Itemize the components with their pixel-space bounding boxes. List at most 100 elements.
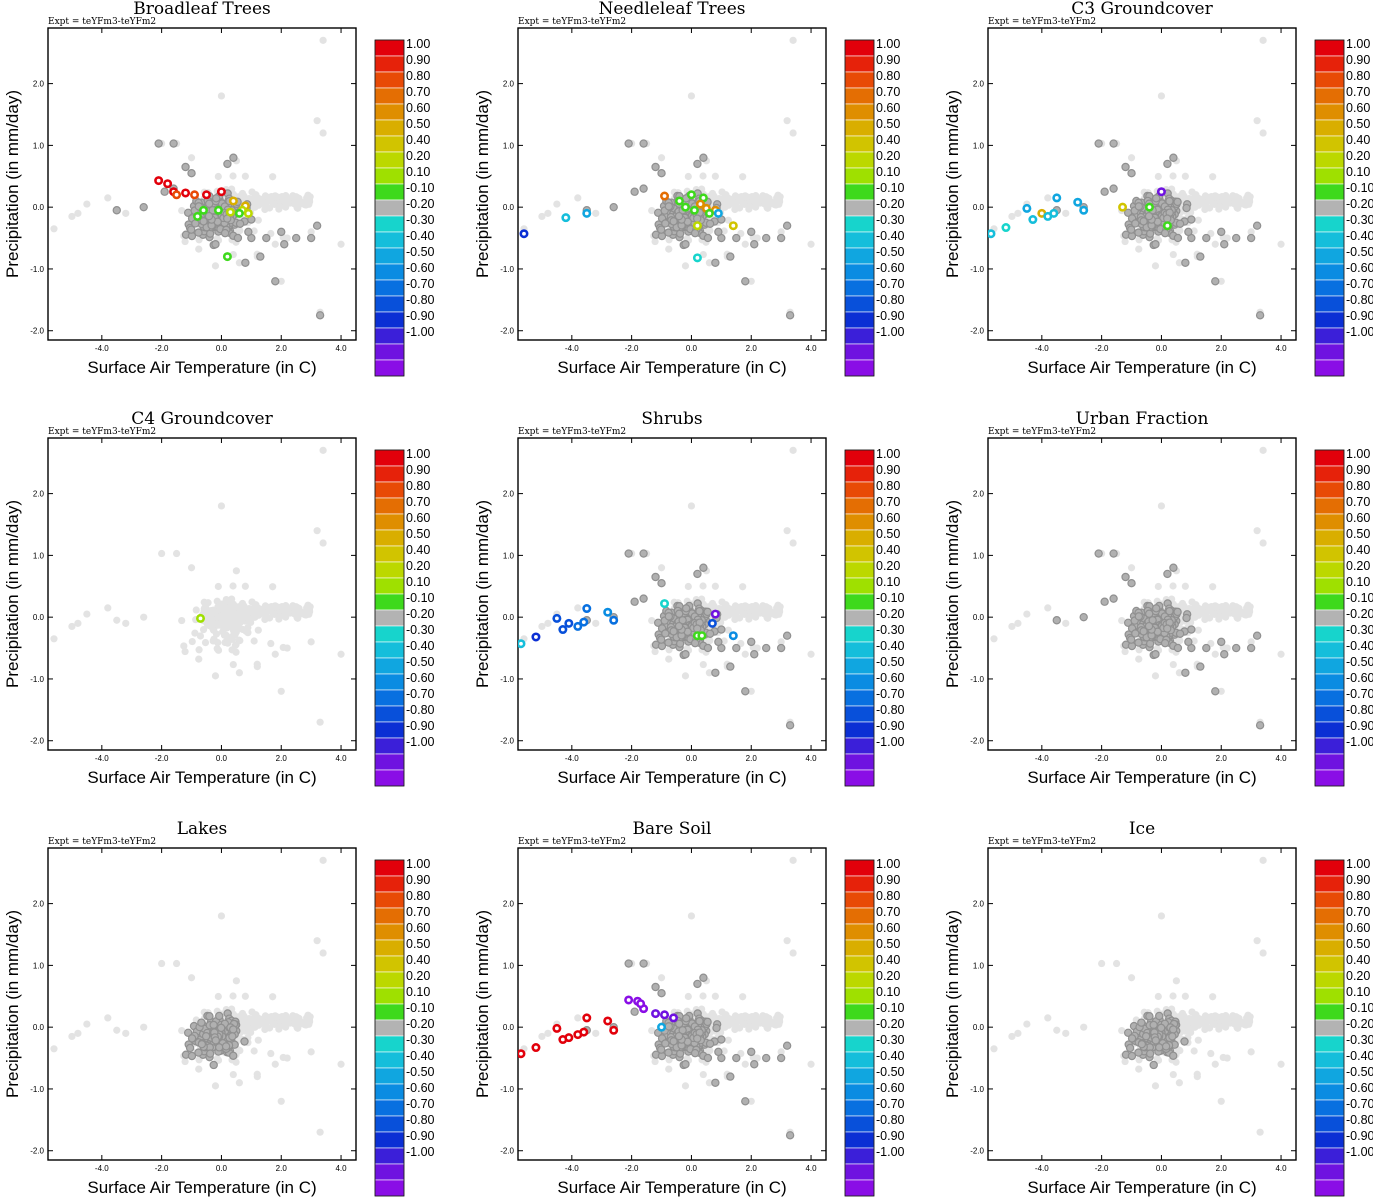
x-tick-label: 2.0 [276, 344, 288, 353]
grey-point [1202, 643, 1211, 653]
grey-point [1109, 594, 1118, 603]
grey-point [1121, 162, 1130, 172]
colorbar-swatch [1314, 327, 1345, 345]
colored-point [154, 176, 164, 186]
y-tick-label: 1.0 [33, 551, 45, 560]
grey-point [693, 159, 702, 169]
colorbar-swatch [374, 119, 405, 137]
cloud-point [178, 206, 186, 215]
cloud-point [1127, 154, 1136, 162]
cloud-point [1190, 203, 1198, 211]
colorbar-label: 0.20 [1346, 559, 1370, 573]
colorbar-swatch [844, 529, 875, 547]
colored-point [228, 196, 238, 206]
cloud-point [104, 604, 112, 612]
grey-point [1184, 637, 1193, 647]
plot-area [519, 36, 815, 320]
colorbar-label: 0.70 [876, 495, 900, 509]
colorbar-label: -0.40 [406, 639, 435, 653]
grey-point [1163, 624, 1172, 633]
cloud-point [1197, 198, 1205, 206]
cloud-point [775, 193, 783, 201]
x-tick-label: 2.0 [746, 344, 758, 353]
colorbar-label: -0.80 [876, 703, 905, 717]
expt-label: Expt = teYFm3-teYFm2 [518, 427, 626, 437]
colorbar-label: -0.60 [406, 261, 435, 275]
grey-point [1173, 607, 1182, 617]
colorbar-swatch [1314, 151, 1345, 169]
cloud-point [720, 613, 728, 621]
grey-point [1163, 214, 1172, 223]
cloud-point [544, 209, 552, 217]
cloud-point [210, 635, 218, 643]
grey-point [693, 624, 702, 633]
grey-point [782, 631, 792, 640]
y-tick-label: 2.0 [973, 490, 985, 499]
cloud-point [990, 635, 998, 643]
colored-point [689, 205, 699, 215]
grey-point [1220, 650, 1229, 659]
x-tick-label: -2.0 [625, 344, 639, 353]
grey-point [1094, 549, 1103, 558]
colored-point [674, 196, 684, 206]
grey-point [1165, 606, 1174, 616]
cloud-point [74, 1029, 82, 1037]
colored-point [564, 618, 574, 628]
grey-point [630, 187, 639, 196]
cloud-point [236, 227, 244, 235]
plot-frame [987, 27, 1297, 341]
grey-point [1175, 629, 1185, 638]
cloud-point [229, 617, 237, 625]
y-tick-label: -1.0 [970, 675, 984, 684]
colored-point [552, 613, 562, 623]
colorbar-swatch [844, 513, 875, 531]
colorbar-label: -0.80 [406, 293, 435, 307]
cloud-point [1189, 607, 1197, 615]
colorbar-label: 0.40 [406, 543, 430, 557]
cloud-point [777, 638, 785, 646]
colorbar-label: 0.10 [406, 165, 430, 179]
cloud-point [231, 641, 239, 650]
cloud-point [741, 240, 749, 248]
colorbar-swatch [374, 657, 405, 675]
x-tick-label: -4.0 [565, 344, 579, 353]
colored-point [728, 631, 738, 641]
x-tick-label: 0.0 [216, 754, 228, 763]
cloud-point [687, 502, 696, 510]
colorbar-swatch [374, 545, 405, 563]
cloud-point [281, 1018, 290, 1026]
expt-label: Expt = teYFm3-teYFm2 [518, 17, 626, 27]
y-tick-label: -1.0 [500, 675, 514, 684]
plot-area [50, 856, 345, 1136]
cloud-point [789, 129, 797, 137]
cloud-point [727, 198, 735, 206]
cloud-point [293, 1024, 301, 1032]
grey-point [761, 233, 771, 243]
cloud-point [665, 655, 673, 663]
cloud-point [217, 502, 226, 510]
grey-point [160, 187, 169, 196]
cloud-point [592, 619, 600, 627]
colored-point [1028, 215, 1038, 225]
grey-point [1160, 638, 1170, 648]
cloud-point [1169, 250, 1177, 259]
colorbar-label: 0.60 [1346, 101, 1370, 115]
cloud-point [1176, 637, 1184, 645]
expt-label: Expt = teYFm3-teYFm2 [988, 17, 1096, 27]
grey-point [223, 159, 232, 169]
grey-point [1181, 258, 1190, 267]
cloud-point [1277, 650, 1285, 658]
colorbar-swatch [844, 359, 875, 377]
colorbar-swatch [1314, 593, 1345, 611]
cloud-point [305, 603, 313, 611]
cloud-point [195, 1065, 203, 1073]
colorbar-swatch [844, 343, 875, 361]
colorbar-swatch [374, 673, 405, 691]
panel-title: Urban Fraction [1076, 409, 1209, 429]
panel-title: Needleleaf Trees [598, 0, 745, 19]
colorbar-swatch [844, 103, 875, 121]
cloud-point [657, 154, 666, 162]
grey-point [229, 153, 238, 162]
cloud-point [319, 446, 327, 454]
colorbar-label: -0.70 [406, 687, 435, 701]
